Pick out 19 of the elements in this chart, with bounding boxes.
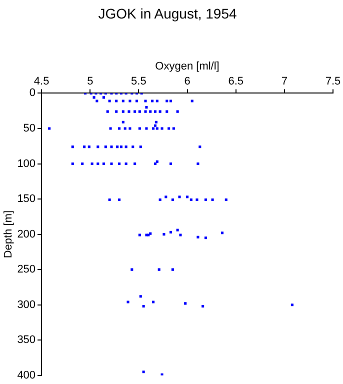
x-axis-title: Oxygen [ml/l] bbox=[155, 60, 220, 72]
y-tick-label: 0 bbox=[29, 87, 36, 100]
x-tick-label: 7.5 bbox=[325, 76, 341, 88]
y-tick-label: 300 bbox=[17, 298, 36, 311]
y-tick-label: 150 bbox=[17, 193, 36, 206]
y-tick-label: 400 bbox=[17, 369, 36, 382]
x-tick-label: 6.5 bbox=[228, 76, 244, 88]
x-tick-label: 7 bbox=[281, 76, 288, 88]
x-tick-label: 4.5 bbox=[34, 76, 50, 88]
y-tick-label: 350 bbox=[17, 334, 36, 346]
chart-title: JGOK in August, 1954 bbox=[98, 5, 237, 22]
y-tick-label: 100 bbox=[17, 158, 36, 170]
x-tick-label: 6 bbox=[184, 76, 190, 88]
x-tick-label: 5 bbox=[87, 76, 94, 88]
y-axis-title: Depth [m] bbox=[2, 210, 15, 258]
y-tick-label: 50 bbox=[23, 122, 36, 135]
y-tick-label: 250 bbox=[17, 264, 36, 276]
x-tick-label: 5.5 bbox=[131, 76, 146, 88]
y-tick-label: 200 bbox=[17, 228, 36, 240]
